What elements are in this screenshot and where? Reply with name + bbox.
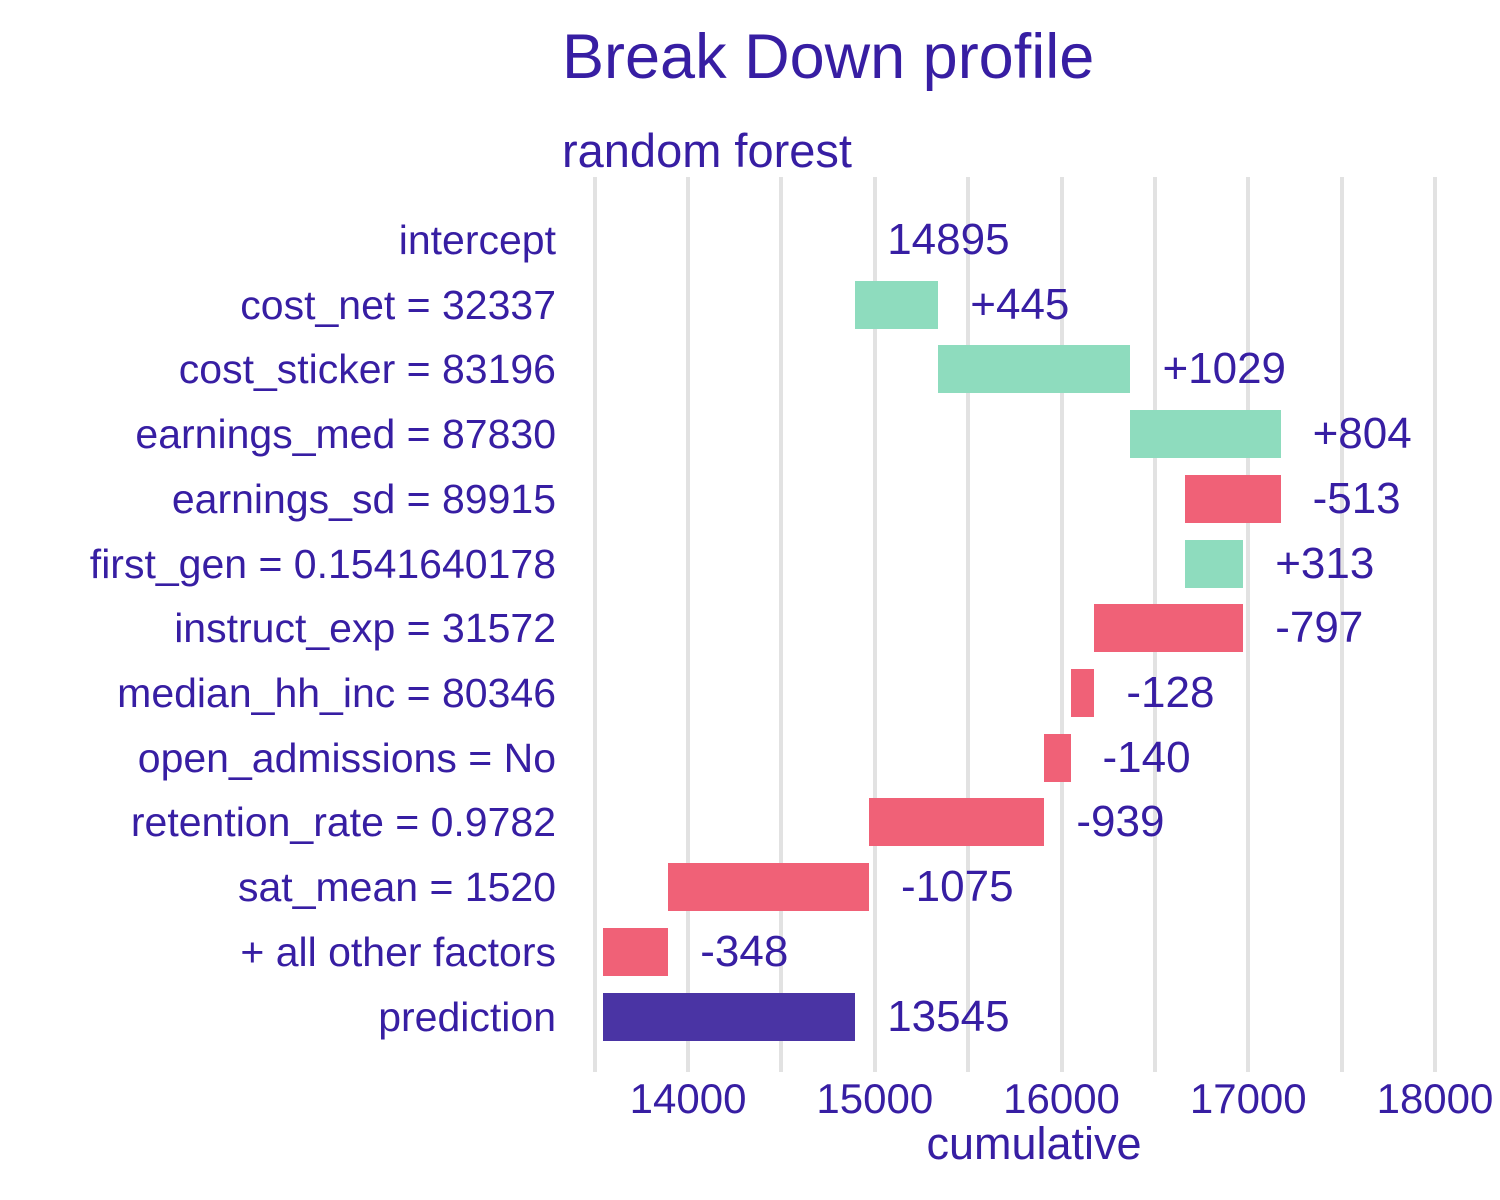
negative-bar <box>869 798 1045 847</box>
y-axis-label-negative: retention_rate = 0.9782 <box>130 799 556 846</box>
value-label: +313 <box>1275 538 1375 588</box>
y-axis-label-positive: cost_sticker = 83196 <box>178 346 556 393</box>
gridline <box>1246 177 1251 1072</box>
prediction-bar <box>603 992 856 1041</box>
value-label: -348 <box>700 926 789 976</box>
x-axis-title: cumulative <box>926 1118 1142 1169</box>
negative-bar <box>1094 604 1244 653</box>
value-label: +1029 <box>1162 344 1287 394</box>
negative-bar <box>1044 733 1071 782</box>
y-axis-label-negative: open_admissions = No <box>137 734 556 781</box>
gridline <box>1433 177 1437 1072</box>
gridline <box>1059 177 1064 1072</box>
positive-bar <box>855 280 939 329</box>
y-axis-label-positive: earnings_med = 87830 <box>135 411 556 458</box>
gridline <box>1339 177 1344 1072</box>
value-label: -128 <box>1126 668 1215 718</box>
value-label: -513 <box>1312 473 1401 523</box>
x-tick-label: 15000 <box>816 1075 934 1122</box>
plot-panel: 14895 +445 +1029 +804 -513 +313 -797 -128 -140 -9… <box>585 177 1483 1072</box>
y-axis-label-prediction: prediction <box>378 993 556 1040</box>
value-label: -1075 <box>901 862 1014 912</box>
positive-bar <box>1130 410 1281 459</box>
x-tick-label: 16000 <box>1003 1075 1120 1122</box>
chart-title: Break Down profile <box>562 22 1095 92</box>
value-label: +804 <box>1312 409 1412 459</box>
value-label: 13545 <box>887 991 1010 1041</box>
value-label: 14895 <box>887 215 1010 264</box>
gridline <box>779 177 784 1072</box>
x-tick-label: 17000 <box>1189 1075 1307 1122</box>
gridline <box>592 177 597 1072</box>
y-axis-label-negative: sat_mean = 1520 <box>238 864 556 911</box>
negative-bar <box>668 863 870 912</box>
x-tick-label: 14000 <box>629 1075 747 1122</box>
y-axis-label-negative: + all other factors <box>240 928 556 975</box>
x-tick-label: 18000 <box>1376 1075 1494 1122</box>
negative-bar <box>1070 669 1095 718</box>
positive-bar <box>938 345 1131 394</box>
gridline <box>872 177 877 1072</box>
y-axis-label-positive: first_gen = 0.1541640178 <box>89 540 556 587</box>
value-label: -140 <box>1102 732 1191 782</box>
positive-bar <box>1184 539 1244 588</box>
y-axis-label-negative: earnings_sd = 89915 <box>171 475 556 522</box>
gridline <box>686 177 691 1072</box>
y-axis-label-positive: cost_net = 32337 <box>240 281 556 328</box>
value-label: +445 <box>970 279 1070 329</box>
value-label: -797 <box>1275 603 1364 653</box>
chart-subtitle: random forest <box>562 124 852 177</box>
y-axis-label-negative: instruct_exp = 31572 <box>174 605 556 652</box>
value-label: -939 <box>1076 797 1165 847</box>
y-axis-label-intercept: intercept <box>398 217 556 263</box>
negative-bar <box>603 927 669 976</box>
gridline <box>966 177 971 1072</box>
negative-bar <box>1184 474 1281 523</box>
y-axis-label-negative: median_hh_inc = 80346 <box>117 670 556 717</box>
